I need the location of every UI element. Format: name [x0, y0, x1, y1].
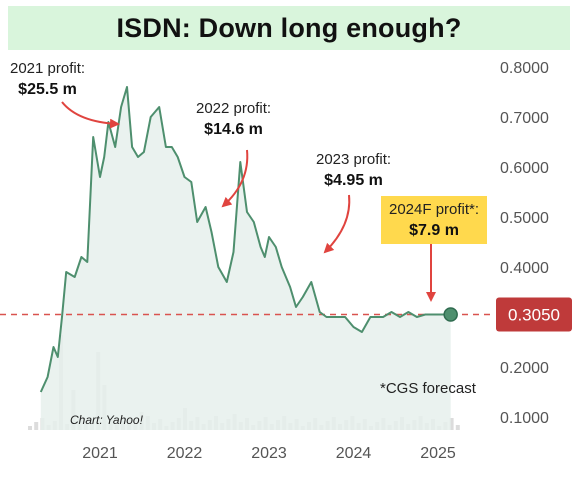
y-tick-label: 0.8000 [500, 60, 549, 77]
annotation-2021-label: 2021 profit: [10, 60, 86, 77]
annotation-2021: 2021 profit: $25.5 m [10, 58, 85, 100]
annotation-2022-label: 2022 profit: [196, 100, 272, 117]
current-price-badge: 0.3050 [496, 297, 572, 332]
y-axis-ticks: 0.8000 0.7000 0.6000 0.5000 0.4000 0.3050 0.20… [496, 60, 572, 427]
annotation-2021-value: $25.5 m [18, 81, 77, 98]
annotation-arrow [221, 149, 249, 208]
volume-bar [449, 418, 454, 430]
footnote: *CGS forecast [380, 380, 476, 397]
x-axis-ticks: 2021 2022 2023 2024 2025 [82, 445, 456, 462]
annotation-2024f-value: $7.9 m [409, 222, 459, 239]
x-tick-label: 2024 [336, 445, 372, 462]
annotation-2022: 2022 profit: $14.6 m [196, 98, 271, 140]
y-tick-label: 0.2000 [500, 360, 549, 377]
x-tick-label: 2023 [251, 445, 287, 462]
annotation-arrow [61, 101, 120, 129]
x-tick-label: 2025 [420, 445, 456, 462]
chart-title-bar: ISDN: Down long enough? [8, 6, 570, 50]
annotation-2023: 2023 profit: $4.95 m [316, 149, 391, 191]
volume-bar [34, 422, 39, 430]
x-tick-label: 2022 [167, 445, 203, 462]
volume-bar [455, 425, 460, 430]
y-tick-label: 0.4000 [500, 260, 549, 277]
annotation-2023-value: $4.95 m [324, 172, 383, 189]
price-area [40, 87, 451, 430]
y-tick-label: 0.7000 [500, 110, 549, 127]
price-line [39, 86, 451, 393]
y-tick-label: 0.6000 [500, 160, 549, 177]
annotation-2022-value: $14.6 m [204, 121, 263, 138]
current-price-label: 0.3050 [508, 306, 560, 325]
annotation-arrows [61, 101, 436, 302]
annotation-2023-label: 2023 profit: [316, 151, 392, 168]
y-tick-label: 0.5000 [500, 210, 549, 227]
annotation-arrow [323, 194, 351, 254]
y-tick-label: 0.1000 [500, 410, 549, 427]
chart-credit: Chart: Yahoo! [70, 413, 143, 427]
last-price-dot [443, 307, 458, 322]
annotation-2024f-label: 2024F profit*: [389, 201, 480, 218]
chart-title: ISDN: Down long enough? [116, 12, 462, 43]
annotation-2024f: 2024F profit*: $7.9 m [381, 196, 488, 244]
x-tick-label: 2021 [82, 445, 118, 462]
volume-bar [28, 426, 32, 430]
